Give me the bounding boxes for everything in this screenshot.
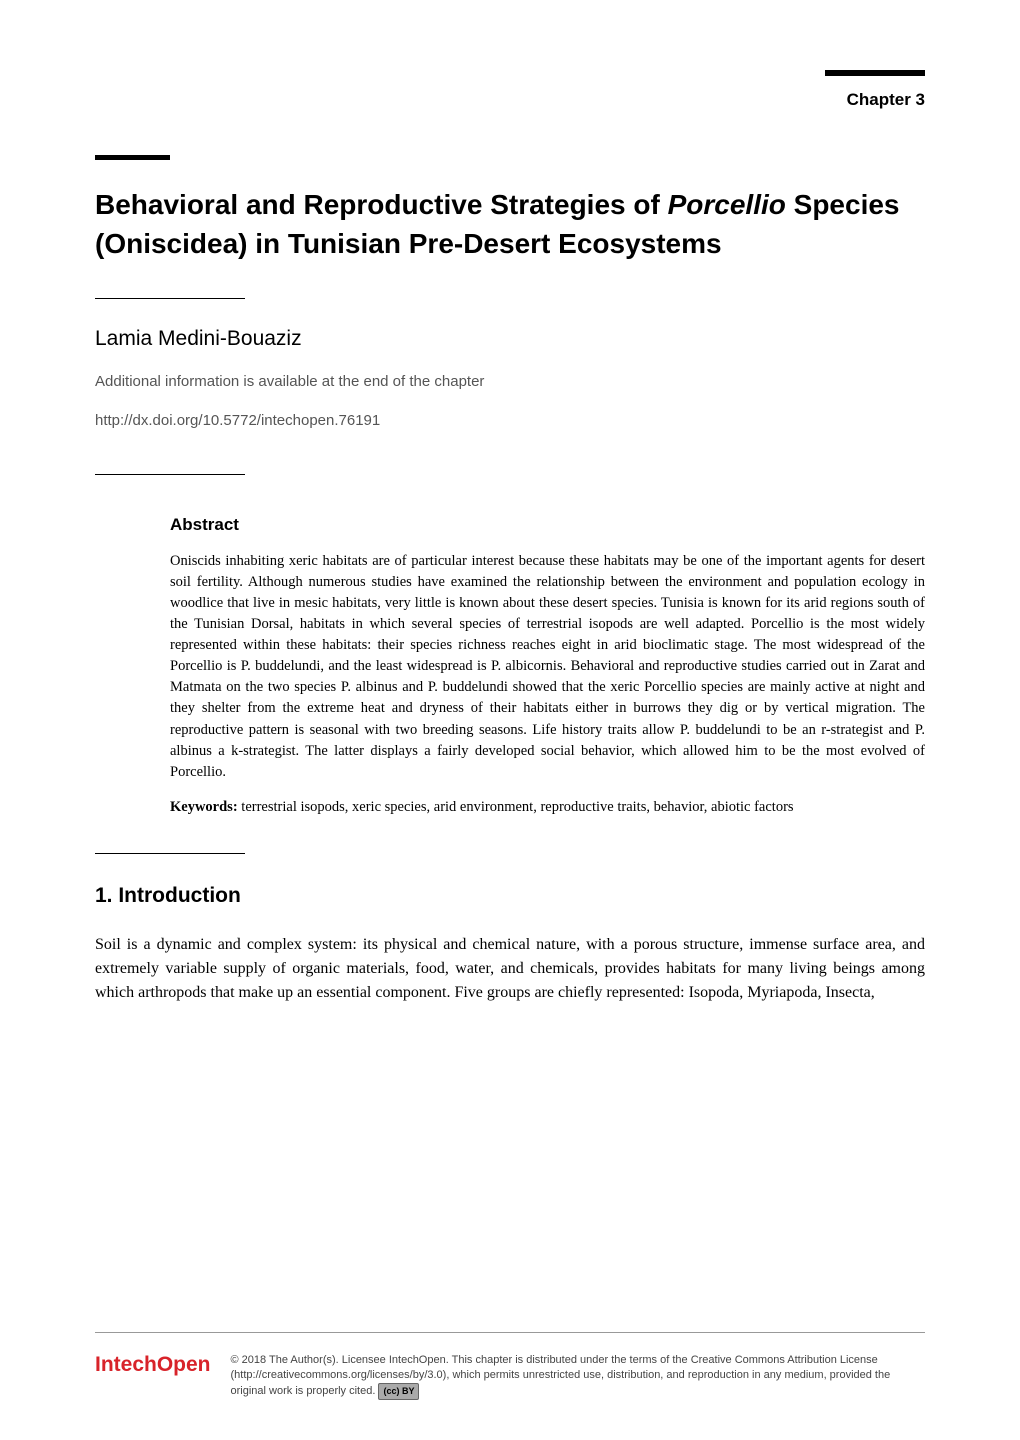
title-italic: Porcellio	[668, 189, 786, 220]
top-accent-bar	[825, 70, 925, 76]
chapter-label: Chapter 3	[95, 90, 925, 110]
additional-info: Additional information is available at t…	[95, 373, 925, 390]
footer-divider	[95, 1332, 925, 1333]
abstract-heading: Abstract	[170, 515, 925, 535]
doi-link[interactable]: http://dx.doi.org/10.5772/intechopen.761…	[95, 412, 925, 429]
title-accent-bar	[95, 155, 170, 160]
publisher-logo: IntechOpen	[95, 1353, 211, 1377]
introduction-heading: 1. Introduction	[95, 884, 925, 908]
chapter-title: Behavioral and Reproductive Strategies o…	[95, 185, 925, 263]
intro-divider	[95, 853, 245, 854]
keywords-line: Keywords: terrestrial isopods, xeric spe…	[170, 797, 925, 818]
keywords-text: terrestrial isopods, xeric species, arid…	[238, 799, 794, 815]
abstract-body: Oniscids inhabiting xeric habitats are o…	[170, 551, 925, 782]
author-name: Lamia Medini-Bouaziz	[95, 327, 925, 351]
page-footer: IntechOpen © 2018 The Author(s). License…	[95, 1332, 925, 1400]
cc-license-badge: (cc) BY	[378, 1383, 419, 1400]
author-divider	[95, 298, 245, 299]
copyright-body: © 2018 The Author(s). Licensee IntechOpe…	[231, 1354, 891, 1398]
introduction-body: Soil is a dynamic and complex system: it…	[95, 933, 925, 1005]
abstract-divider	[95, 474, 245, 475]
abstract-section: Abstract Oniscids inhabiting xeric habit…	[95, 515, 925, 817]
title-part1: Behavioral and Reproductive Strategies o…	[95, 189, 668, 220]
copyright-text: © 2018 The Author(s). Licensee IntechOpe…	[231, 1353, 925, 1400]
keywords-label: Keywords:	[170, 799, 238, 815]
